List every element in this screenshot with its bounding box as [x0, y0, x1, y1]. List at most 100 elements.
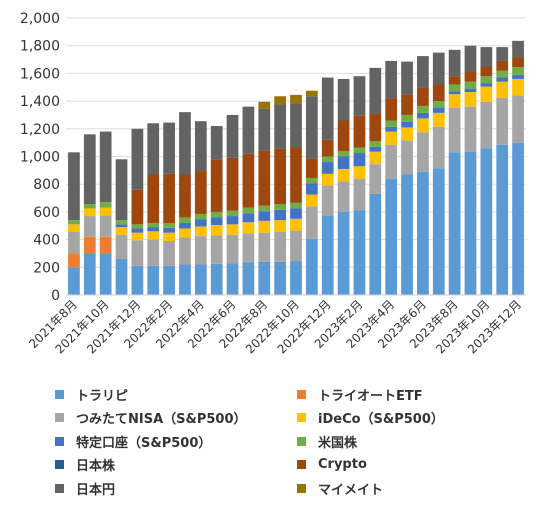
bar-segment — [401, 114, 413, 122]
legend-item: トラリピ — [55, 384, 128, 404]
bar-stack — [163, 122, 175, 295]
bar-segment — [163, 265, 175, 295]
bar-segment — [385, 60, 398, 99]
y-tick-label: 1,000 — [20, 150, 60, 166]
bar-segment — [274, 231, 287, 262]
bar-segment — [194, 121, 207, 172]
bar-segment — [464, 106, 477, 152]
bar-segment — [401, 61, 413, 95]
bar-segment — [68, 267, 80, 295]
bar-segment — [115, 258, 128, 295]
bar-segment — [480, 76, 493, 84]
bar-stack — [385, 60, 398, 295]
legend-label: マイメイト — [318, 482, 384, 498]
bar-segment — [401, 121, 413, 128]
bar-segment — [290, 103, 302, 148]
bar-segment — [512, 142, 524, 295]
bar-segment — [226, 234, 239, 264]
bar-segment — [417, 171, 429, 295]
bar-segment — [305, 194, 318, 207]
legend-label: 特定口座（S&P500） — [76, 435, 212, 451]
bar-segment — [369, 164, 382, 194]
bar-segment — [432, 108, 445, 113]
bar-stack — [464, 45, 477, 295]
bar-segment — [274, 261, 287, 295]
bar-segment — [163, 232, 175, 241]
bar-segment — [496, 81, 509, 98]
bar-segment — [480, 101, 493, 149]
bar-stack — [179, 112, 191, 295]
bar-segment — [210, 211, 223, 218]
bar-segment — [417, 105, 429, 113]
bar-segment — [496, 47, 509, 61]
bar-stack — [131, 128, 144, 295]
bar-segment — [290, 261, 302, 295]
bar-stack — [210, 126, 223, 295]
bar-segment — [353, 210, 366, 295]
legend-swatch — [297, 460, 306, 469]
bar-segment — [512, 78, 524, 96]
bar-segment — [448, 49, 461, 77]
bar-stack — [258, 101, 271, 295]
bar-segment — [385, 126, 398, 132]
bar-segment — [432, 101, 445, 109]
bar-segment — [512, 40, 524, 58]
bar-segment — [194, 171, 207, 214]
bar-segment — [337, 120, 350, 151]
bar-segment — [512, 74, 524, 79]
legend-swatch — [297, 413, 306, 422]
bar-segment — [432, 168, 445, 295]
bar-stack — [369, 67, 382, 295]
bar-segment — [480, 66, 493, 77]
bar-segment — [258, 150, 271, 206]
bar-segment — [163, 122, 175, 174]
bar-segment — [131, 265, 144, 295]
bar-segment — [337, 211, 350, 295]
bar-segment — [83, 216, 96, 237]
legend-label: 日本株 — [76, 459, 116, 474]
bar-segment — [258, 261, 271, 295]
legend-swatch — [55, 389, 64, 399]
x-axis: 2021年8月2021年10月2021年12月2022年2月2022年4月202… — [26, 294, 526, 356]
bar-segment — [448, 108, 461, 153]
bar-segment — [242, 213, 255, 223]
bar-stack — [68, 152, 80, 295]
bar-segment — [496, 60, 509, 71]
legend-label: つみたてNISA（S&P500） — [76, 412, 247, 427]
bar-stack — [512, 40, 524, 295]
bar-stack — [194, 121, 207, 295]
bar-segment — [321, 173, 334, 186]
bar-segment — [353, 147, 366, 154]
legend-item: 日本株 — [55, 455, 115, 475]
y-tick-label: 600 — [33, 205, 60, 221]
bar-segment — [194, 213, 207, 220]
bar-segment — [242, 262, 255, 295]
y-tick-label: 1,200 — [20, 122, 60, 138]
bar-segment — [480, 86, 493, 102]
bar-segment — [290, 94, 302, 104]
bar-segment — [242, 106, 255, 154]
bar-segment — [226, 114, 239, 158]
bar-segment — [147, 265, 160, 295]
bar-segment — [163, 240, 175, 266]
y-axis: 0 200 400 600 800 1,000 1,200 1,400 1,600 1,800 2,… — [20, 11, 60, 304]
bar-segment — [274, 148, 287, 205]
legend-swatch — [55, 460, 64, 469]
bar-segment — [83, 253, 96, 295]
bar-segment — [464, 81, 477, 89]
bar-stack — [305, 90, 318, 295]
stacked-bar-chart: 0 200 400 600 800 1,000 1,200 1,400 1,600 1,800 2,… — [20, 11, 526, 356]
bar-segment — [210, 217, 223, 226]
bar-segment — [480, 47, 493, 67]
bar-segment — [496, 97, 509, 145]
bar-segment — [83, 208, 96, 217]
bar-segment — [337, 156, 350, 169]
y-tick-label: 2,000 — [20, 11, 60, 27]
bar-segment — [512, 67, 524, 75]
legend-label: iDeCo（S&P500） — [318, 412, 444, 427]
bar-segment — [147, 174, 160, 223]
bar-segment — [480, 148, 493, 295]
bar-segment — [242, 153, 255, 208]
legend-label: 日本円 — [76, 482, 116, 498]
bar-segment — [194, 219, 207, 227]
